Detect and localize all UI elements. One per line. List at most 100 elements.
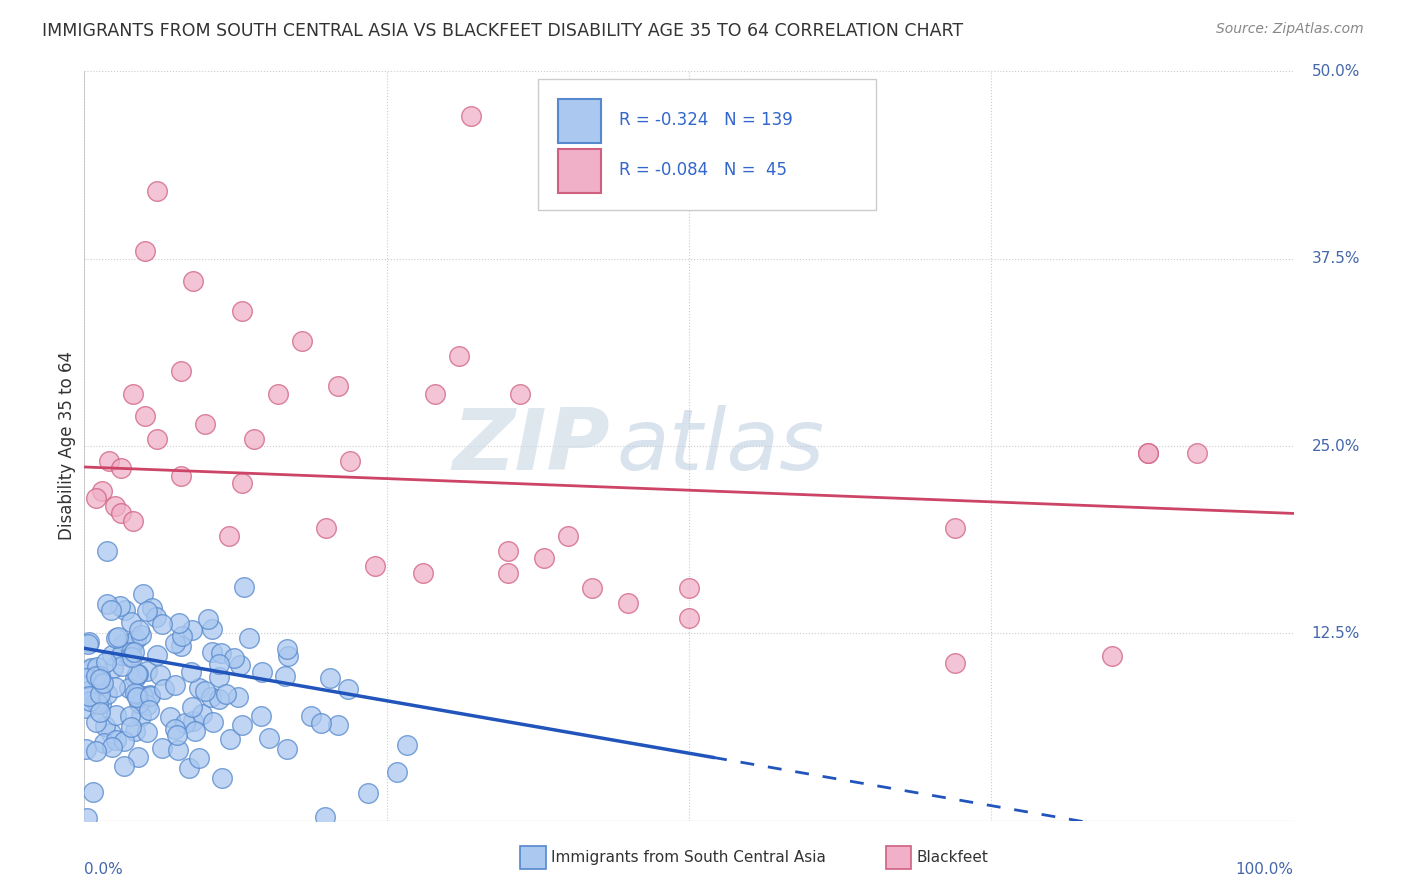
Point — [76, 811, 98, 825]
Point — [242, 432, 264, 446]
Point — [943, 521, 966, 535]
Point — [93, 719, 115, 733]
Point — [197, 612, 219, 626]
Point — [121, 650, 143, 665]
Point — [80, 660, 103, 674]
Text: IMMIGRANTS FROM SOUTH CENTRAL ASIA VS BLACKFEET DISABILITY AGE 35 TO 64 CORRELAT: IMMIGRANTS FROM SOUTH CENTRAL ASIA VS BL… — [42, 22, 963, 40]
Point — [125, 690, 148, 705]
Point — [138, 703, 160, 717]
Point — [124, 686, 146, 700]
Point — [315, 521, 337, 535]
Point — [128, 696, 150, 710]
Point — [86, 714, 108, 729]
Point — [111, 659, 134, 673]
Point — [118, 650, 141, 665]
Point — [208, 657, 231, 672]
Point — [357, 786, 380, 800]
Point — [231, 718, 253, 732]
Point — [77, 635, 100, 649]
Point — [91, 676, 114, 690]
Point — [231, 304, 253, 318]
Point — [141, 601, 163, 615]
Point — [166, 728, 188, 742]
Point — [267, 386, 290, 401]
Point — [169, 616, 191, 631]
Point — [187, 681, 209, 695]
Text: 100.0%: 100.0% — [1236, 862, 1294, 877]
Point — [180, 665, 202, 679]
Point — [1137, 446, 1160, 460]
Point — [211, 771, 233, 785]
Point — [111, 637, 134, 651]
Point — [319, 671, 342, 685]
Point — [412, 566, 434, 581]
Point — [110, 648, 132, 663]
Point — [139, 688, 162, 702]
Point — [276, 742, 298, 756]
Point — [127, 666, 149, 681]
Point — [107, 630, 129, 644]
Point — [100, 603, 122, 617]
Text: R = -0.084   N =  45: R = -0.084 N = 45 — [619, 161, 787, 179]
Point — [276, 642, 298, 657]
Point — [328, 379, 350, 393]
Point — [299, 709, 322, 723]
Point — [110, 461, 132, 475]
Point — [125, 687, 148, 701]
Point — [76, 636, 98, 650]
Point — [101, 660, 124, 674]
Point — [233, 580, 256, 594]
Point — [250, 665, 273, 679]
Point — [209, 646, 232, 660]
Point — [170, 629, 193, 643]
Text: 12.5%: 12.5% — [1312, 626, 1360, 640]
Point — [557, 529, 579, 543]
Point — [132, 689, 155, 703]
Point — [96, 544, 118, 558]
Text: 50.0%: 50.0% — [1312, 64, 1360, 78]
Point — [1137, 446, 1160, 460]
Point — [678, 582, 700, 596]
Point — [145, 609, 167, 624]
Point — [678, 611, 700, 625]
Point — [112, 734, 135, 748]
Point — [125, 667, 148, 681]
Point — [150, 741, 173, 756]
Point — [1185, 446, 1208, 460]
Point — [86, 660, 108, 674]
Point — [208, 692, 231, 706]
Point — [122, 645, 145, 659]
Point — [129, 628, 152, 642]
Text: 25.0%: 25.0% — [1312, 439, 1360, 453]
Point — [496, 566, 519, 581]
Point — [125, 632, 148, 647]
Point — [104, 631, 127, 645]
Point — [170, 364, 193, 378]
Point — [149, 668, 172, 682]
Point — [114, 603, 136, 617]
Point — [146, 184, 169, 198]
Point — [136, 664, 159, 678]
Point — [118, 681, 141, 696]
Point — [181, 714, 204, 729]
Point — [136, 724, 159, 739]
Y-axis label: Disability Age 35 to 64: Disability Age 35 to 64 — [58, 351, 76, 541]
Point — [104, 499, 127, 513]
Point — [202, 715, 225, 730]
FancyBboxPatch shape — [558, 99, 600, 143]
Point — [89, 705, 111, 719]
Text: Blackfeet: Blackfeet — [917, 850, 988, 864]
Point — [581, 582, 603, 596]
Point — [194, 683, 217, 698]
Point — [94, 655, 117, 669]
Point — [170, 469, 193, 483]
Point — [229, 658, 252, 673]
Point — [222, 651, 245, 665]
Point — [274, 669, 297, 683]
Text: ZIP: ZIP — [453, 404, 610, 488]
Point — [509, 386, 531, 401]
Point — [120, 645, 142, 659]
Point — [152, 681, 174, 696]
Point — [89, 672, 111, 686]
Point — [121, 386, 143, 401]
